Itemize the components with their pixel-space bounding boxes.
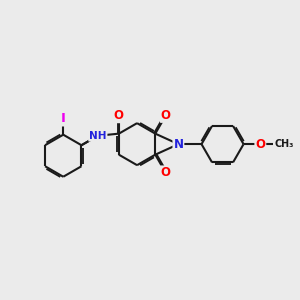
Text: O: O: [161, 167, 171, 179]
Text: N: N: [173, 138, 183, 151]
Text: NH: NH: [89, 131, 106, 141]
Text: CH₃: CH₃: [274, 139, 294, 149]
Text: O: O: [161, 109, 171, 122]
Text: O: O: [255, 138, 265, 151]
Text: I: I: [61, 112, 66, 125]
Text: O: O: [114, 109, 124, 122]
